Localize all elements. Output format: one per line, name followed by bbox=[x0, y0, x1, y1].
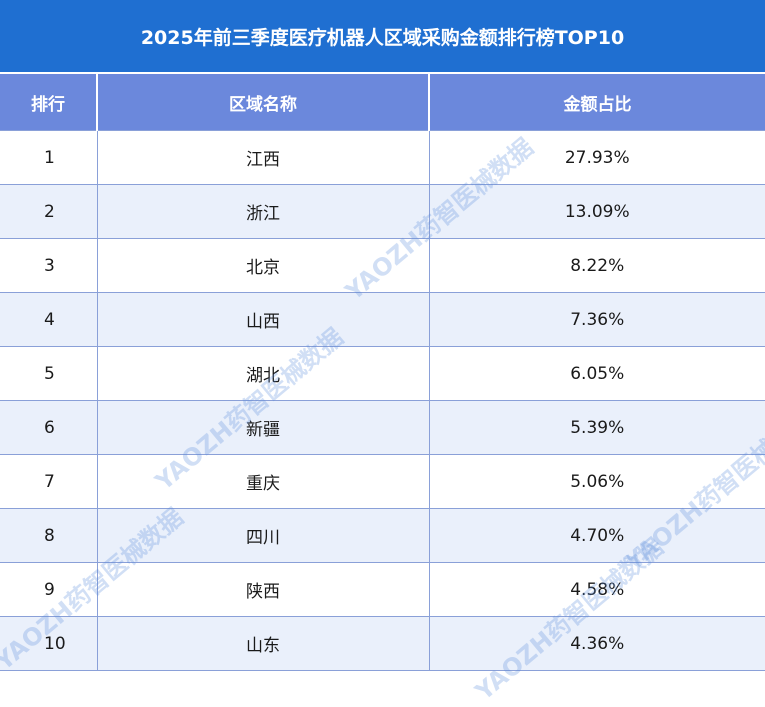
table-row: 7 重庆 5.06% bbox=[0, 454, 765, 509]
share-cell: 13.09% bbox=[428, 184, 765, 239]
table-row: 10 山东 4.36% bbox=[0, 616, 765, 671]
share-cell: 6.05% bbox=[428, 346, 765, 401]
table-row: 5 湖北 6.05% bbox=[0, 346, 765, 401]
region-cell: 新疆 bbox=[96, 400, 430, 455]
table-title: 2025年前三季度医疗机器人区域采购金额排行榜TOP10 bbox=[0, 0, 765, 74]
share-cell: 5.39% bbox=[428, 400, 765, 455]
rank-cell: 6 bbox=[0, 400, 98, 455]
region-cell: 山东 bbox=[96, 616, 430, 671]
share-cell: 5.06% bbox=[428, 454, 765, 509]
table-row: 4 山西 7.36% bbox=[0, 292, 765, 347]
ranking-table: 排行 区域名称 金额占比 1 江西 27.93% 2 浙江 13.09% 3 北京 8.22% 4… bbox=[0, 74, 765, 671]
rank-cell: 4 bbox=[0, 292, 98, 347]
share-cell: 7.36% bbox=[428, 292, 765, 347]
table-row: 8 四川 4.70% bbox=[0, 508, 765, 563]
share-cell: 4.70% bbox=[428, 508, 765, 563]
region-cell: 北京 bbox=[96, 238, 430, 293]
region-cell: 山西 bbox=[96, 292, 430, 347]
header-share: 金额占比 bbox=[429, 74, 765, 131]
rank-cell: 2 bbox=[0, 184, 98, 239]
share-cell: 8.22% bbox=[428, 238, 765, 293]
header-region: 区域名称 bbox=[97, 74, 430, 131]
region-cell: 江西 bbox=[96, 130, 430, 185]
rank-cell: 1 bbox=[0, 130, 98, 185]
rank-cell: 8 bbox=[0, 508, 98, 563]
region-cell: 陕西 bbox=[96, 562, 430, 617]
rank-cell: 7 bbox=[0, 454, 98, 509]
header-rank: 排行 bbox=[0, 74, 98, 131]
rank-cell: 3 bbox=[0, 238, 98, 293]
table-row: 1 江西 27.93% bbox=[0, 130, 765, 185]
region-cell: 湖北 bbox=[96, 346, 430, 401]
table-row: 3 北京 8.22% bbox=[0, 238, 765, 293]
table-row: 2 浙江 13.09% bbox=[0, 184, 765, 239]
region-cell: 四川 bbox=[96, 508, 430, 563]
rank-cell: 10 bbox=[0, 616, 98, 671]
rank-cell: 5 bbox=[0, 346, 98, 401]
region-cell: 重庆 bbox=[96, 454, 430, 509]
rank-cell: 9 bbox=[0, 562, 98, 617]
share-cell: 27.93% bbox=[428, 130, 765, 185]
share-cell: 4.36% bbox=[428, 616, 765, 671]
table-row: 6 新疆 5.39% bbox=[0, 400, 765, 455]
region-cell: 浙江 bbox=[96, 184, 430, 239]
table-row: 9 陕西 4.58% bbox=[0, 562, 765, 617]
share-cell: 4.58% bbox=[428, 562, 765, 617]
header-row: 排行 区域名称 金额占比 bbox=[0, 74, 765, 131]
